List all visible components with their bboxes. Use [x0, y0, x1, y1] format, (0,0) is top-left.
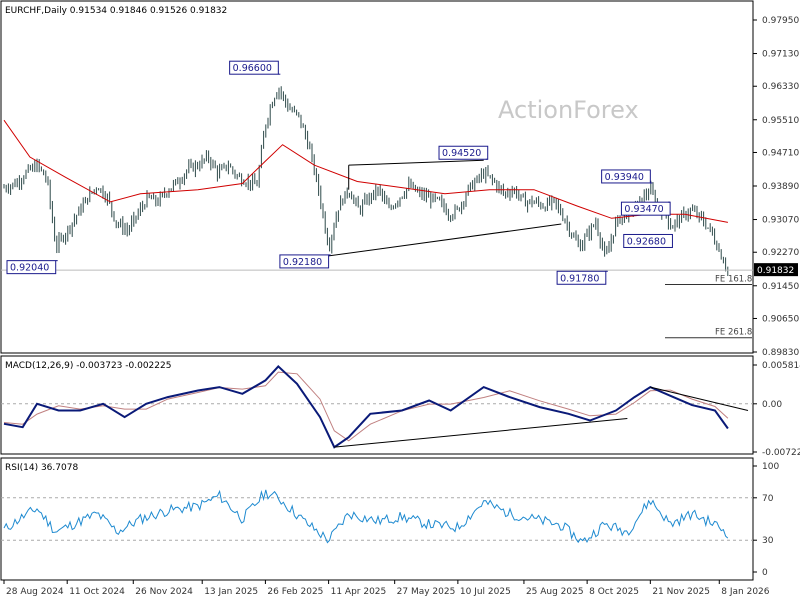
price-annotation-box	[279, 254, 330, 269]
price-tick-label: 0.90650	[762, 314, 799, 324]
price-plot: 0.97950 0.97130 0.96330 0.95510 0.94710 0.938…	[1, 16, 799, 358]
price-annotation-box	[556, 270, 607, 285]
x-tick-label: 27 May 2025	[397, 587, 456, 597]
price-annotation-label: 0.96600	[233, 63, 272, 74]
price-tick-label: 0.91450	[762, 282, 799, 292]
price-annotation-box	[623, 233, 673, 248]
price-tick-label: 0.93890	[762, 182, 799, 192]
rsi-panel-frame	[0, 457, 754, 581]
current-price-label: 0.91832	[757, 266, 794, 276]
rsi-tick-label: 100	[762, 462, 779, 472]
macd-header: MACD(12,26,9) -0.003723 -0.002225	[5, 361, 171, 371]
price-annotation-label: 0.92180	[283, 257, 322, 268]
price-annotation-label: 0.94520	[442, 148, 481, 159]
x-tick-label: 26 Nov 2024	[135, 587, 193, 597]
price-tick-label: 0.89830	[762, 348, 799, 358]
macd-trend-line	[334, 417, 628, 448]
price-tick-label: 0.97950	[762, 16, 799, 26]
rsi-tick-label: 0	[762, 568, 768, 578]
fe-level-label: FE 261.8	[715, 328, 752, 338]
x-tick-label: 25 Aug 2025	[526, 587, 584, 597]
x-tick-label: 8 Oct 2025	[589, 587, 639, 597]
main-panel-frame	[0, 0, 754, 354]
support-trend-line	[328, 223, 562, 257]
x-tick-label: 8 Jan 2026	[721, 587, 769, 597]
macd-tick-label: 0.00	[762, 400, 782, 410]
rsi-tick-label: 70	[762, 494, 774, 504]
x-axis: 28 Aug 2024 11 Oct 2024 26 Nov 2024 13 Jan …	[3, 580, 770, 597]
macd-signal-line	[3, 371, 729, 442]
macd-down-trend-line	[650, 386, 749, 411]
fe-level-label: FE 161.8	[715, 275, 752, 285]
macd-panel-frame	[0, 355, 754, 455]
x-tick-label: 21 Nov 2025	[652, 587, 710, 597]
macd-line	[3, 364, 729, 449]
price-annotation-box	[601, 169, 651, 184]
x-tick-label: 11 Apr 2025	[331, 587, 387, 597]
watermark: ActionForex	[498, 96, 639, 124]
price-tick-label: 0.92270	[762, 248, 799, 258]
moving-average-line	[3, 119, 728, 223]
price-annotation-label: 0.93940	[605, 172, 644, 183]
main-header: EURCHF,Daily 0.91534 0.91846 0.91526 0.9…	[5, 6, 227, 16]
x-tick-label: 11 Oct 2024	[69, 587, 125, 597]
price-annotation-box	[6, 260, 57, 275]
x-tick-label: 13 Jan 2025	[204, 587, 258, 597]
resistance-line	[348, 159, 484, 166]
price-tick-label: 0.95510	[762, 116, 799, 126]
macd-plot: 0.005814 0.00 -0.007222	[1, 361, 800, 458]
price-annotation-label: 0.93470	[624, 204, 663, 215]
macd-tick-label: 0.005814	[762, 361, 800, 371]
price-annotation-label: 0.92680	[627, 236, 666, 247]
x-tick-label: 26 Feb 2025	[267, 587, 323, 597]
price-tick-label: 0.94710	[762, 148, 799, 158]
price-tick-label: 0.97130	[762, 50, 799, 60]
x-tick-label: 10 Jul 2025	[460, 587, 511, 597]
rsi-tick-label: 30	[762, 536, 774, 546]
rsi-plot: 100 70 30 0	[1, 462, 779, 578]
macd-tick-label: -0.007222	[762, 448, 800, 458]
rsi-header: RSI(14) 36.7078	[5, 463, 78, 473]
price-annotation-label: 0.92040	[10, 263, 49, 274]
price-annotation-label: 0.91780	[560, 273, 599, 284]
price-annotation-box	[229, 60, 279, 75]
rsi-line	[3, 489, 729, 544]
price-tick-label: 0.93070	[762, 216, 799, 226]
x-tick-label: 28 Aug 2024	[6, 587, 64, 597]
price-annotation-box	[620, 201, 671, 216]
price-annotation-box	[438, 145, 489, 160]
current-price-box	[754, 263, 798, 277]
price-tick-label: 0.96330	[762, 82, 799, 92]
